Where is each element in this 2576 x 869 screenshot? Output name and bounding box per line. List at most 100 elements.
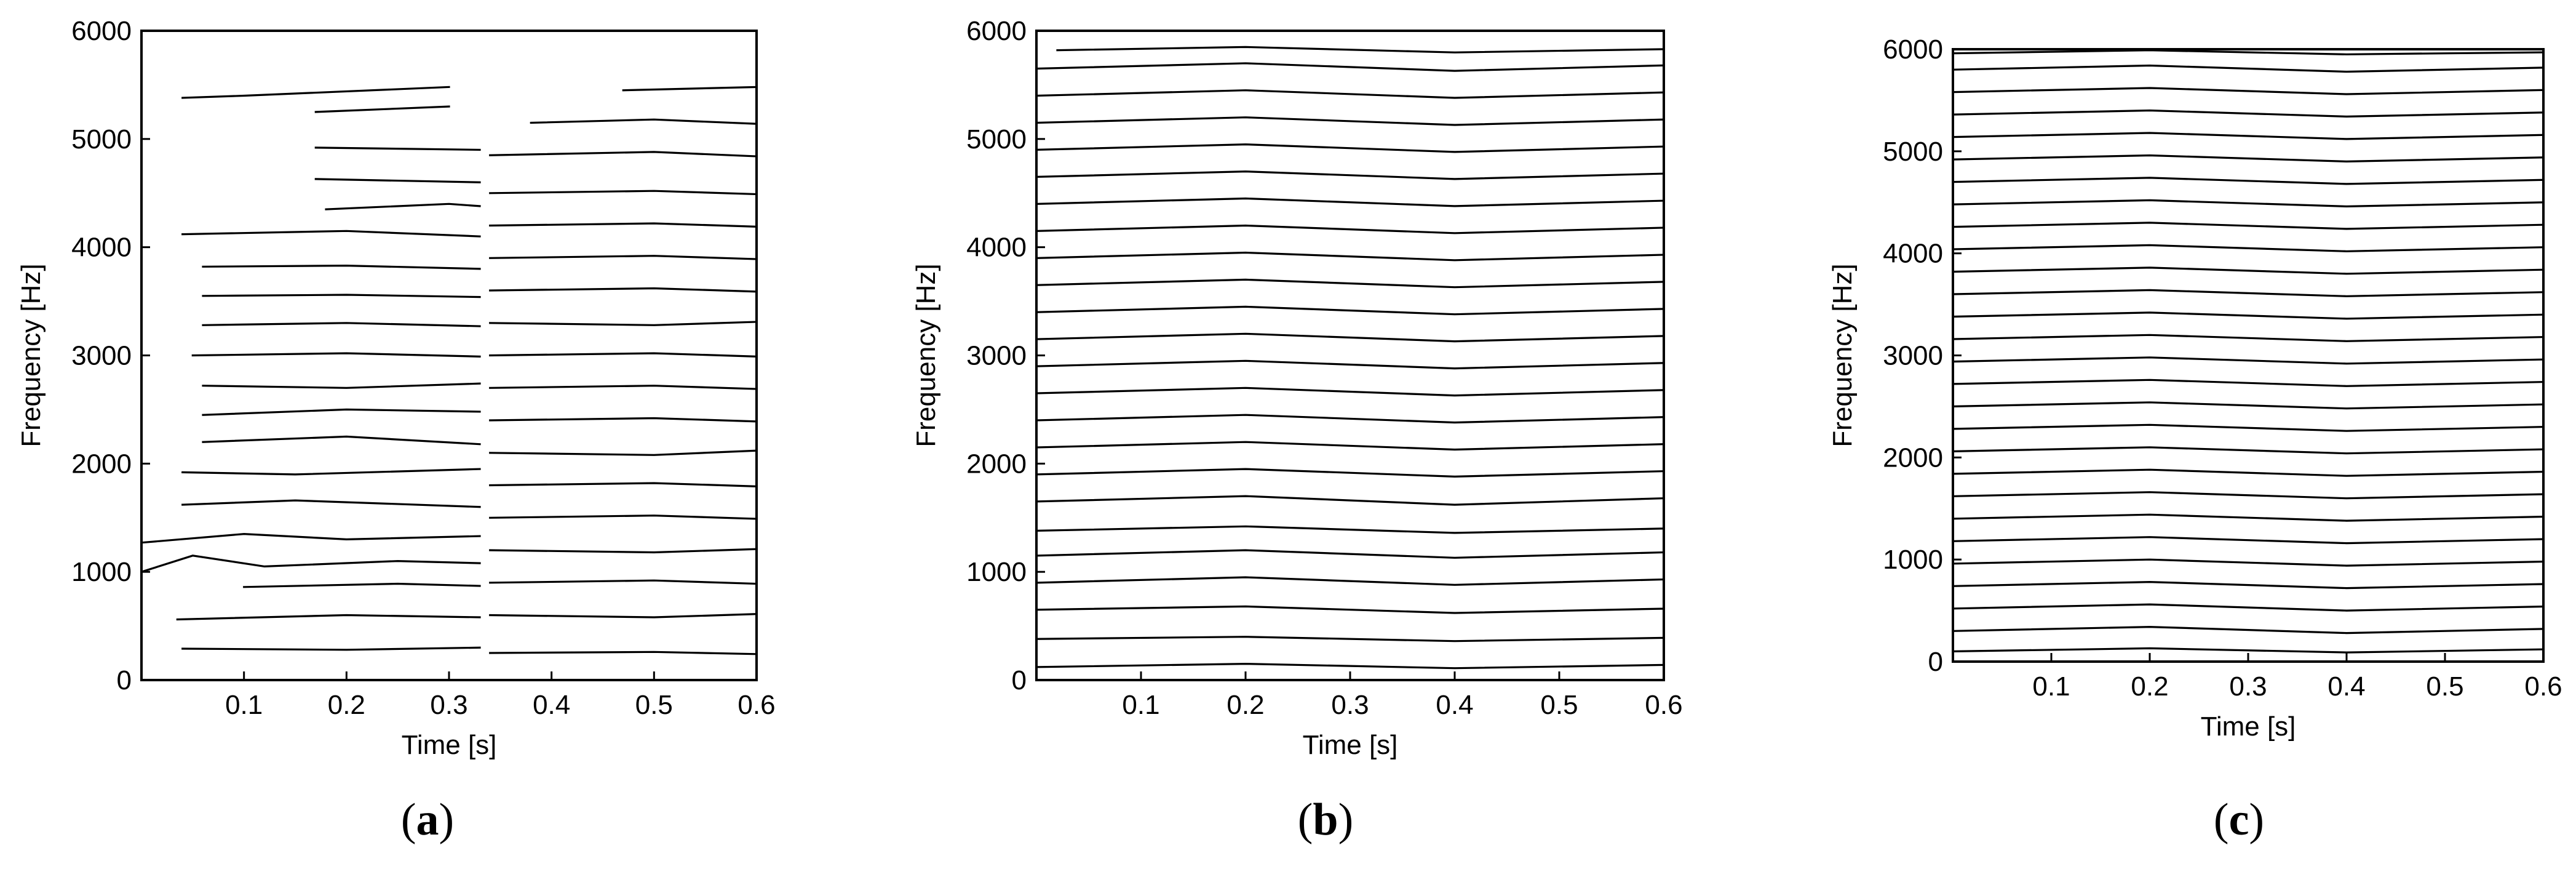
frequency-track-18 xyxy=(1035,170,1665,180)
frequency-track-27 xyxy=(1952,49,2545,55)
frequency-track-20 xyxy=(1952,199,2545,208)
x-tick-label: 0.6 xyxy=(2524,671,2562,702)
y-tick-label: 2000 xyxy=(1883,443,1943,473)
y-tick-label: 3000 xyxy=(71,341,132,371)
frequency-track-0 xyxy=(1952,647,2545,654)
y-tick-label: 6000 xyxy=(966,16,1027,46)
frequency-track-20 xyxy=(1035,116,1665,126)
frequency-track-10 xyxy=(1035,386,1665,397)
x-axis-label: Time [s] xyxy=(1303,730,1398,760)
frequency-track-2 xyxy=(243,582,481,588)
frequency-track-18 xyxy=(1952,244,2545,252)
y-tick-label: 3000 xyxy=(966,341,1027,371)
frequency-track-35 xyxy=(489,151,758,158)
y-tick-label: 5000 xyxy=(966,124,1027,154)
y-tick-label: 5000 xyxy=(71,124,132,154)
frequency-track-37 xyxy=(622,86,758,92)
y-axis-label: Frequency [Hz] xyxy=(911,263,941,447)
frequency-track-1 xyxy=(1952,625,2545,635)
frequency-track-36 xyxy=(530,118,758,125)
frequency-track-9 xyxy=(1952,446,2545,455)
frequency-track-5 xyxy=(1035,525,1665,534)
frequency-track-3 xyxy=(140,555,481,574)
frequency-track-21 xyxy=(489,613,758,619)
frequency-track-28 xyxy=(489,385,758,390)
frequency-track-17 xyxy=(1035,197,1665,207)
x-tick-label: 0.5 xyxy=(1540,690,1578,720)
frequency-track-33 xyxy=(489,222,758,228)
frequency-track-32 xyxy=(489,255,758,260)
frequency-track-15 xyxy=(1035,251,1665,262)
frequency-track-24 xyxy=(489,515,758,520)
frequency-track-11 xyxy=(1035,359,1665,370)
frequency-track-4 xyxy=(1035,549,1665,559)
x-tick-label: 0.3 xyxy=(2229,671,2267,702)
y-axis-label: Frequency [Hz] xyxy=(16,263,46,447)
frequency-track-8 xyxy=(1035,441,1665,451)
y-tick-label: 4000 xyxy=(966,233,1027,263)
y-tick-label: 6000 xyxy=(1883,34,1943,65)
frequency-track-26 xyxy=(489,449,758,456)
frequency-track-5 xyxy=(1952,536,2545,545)
frequency-track-22 xyxy=(1952,154,2545,163)
frequency-track-4 xyxy=(140,532,481,544)
y-tick-label: 6000 xyxy=(71,16,132,46)
y-tick-label: 0 xyxy=(1012,665,1027,695)
spectrogram-panel-b: 0.1 0.2 0.3 0.4 0.5 0.6 0 1000 2000 3000 4000 5000 6… xyxy=(911,16,1683,760)
frequency-track-29 xyxy=(489,352,758,358)
x-tick-label: 0.4 xyxy=(533,690,570,720)
frequency-track-14 xyxy=(1952,334,2545,342)
frequency-track-31 xyxy=(489,287,758,293)
frequency-track-8 xyxy=(202,408,481,416)
y-tick-label: 2000 xyxy=(966,449,1027,479)
frequency-track-6 xyxy=(181,468,481,476)
frequency-track-16 xyxy=(1035,224,1665,234)
x-tick-label: 0.4 xyxy=(1436,690,1473,720)
y-tick-label: 1000 xyxy=(1883,545,1943,575)
x-tick-label: 0.2 xyxy=(2131,671,2168,702)
frequency-track-10 xyxy=(191,352,481,358)
x-tick-label: 0.4 xyxy=(2328,671,2365,702)
frequency-track-23 xyxy=(1056,46,1665,54)
frequency-track-13 xyxy=(202,264,481,270)
frequency-track-9 xyxy=(1035,414,1665,424)
panel-label-b: (b) xyxy=(1297,795,1354,845)
frequency-track-12 xyxy=(202,294,481,298)
frequency-track-19 xyxy=(181,86,450,99)
frequency-track-16 xyxy=(1952,289,2545,297)
frequency-track-13 xyxy=(1952,356,2545,365)
frequency-track-0 xyxy=(181,646,481,651)
frequency-track-9 xyxy=(202,382,481,389)
frequency-track-25 xyxy=(489,482,758,487)
spectrogram-panel-c: 0.1 0.2 0.3 0.4 0.5 0.6 0 1000 2000 3000 4000 5000 6… xyxy=(1827,34,2562,742)
frequency-track-2 xyxy=(1952,603,2545,612)
frequency-track-24 xyxy=(1952,109,2545,118)
x-tick-label: 0.1 xyxy=(1122,690,1159,720)
x-tick-label: 0.5 xyxy=(2426,671,2463,702)
y-tick-label: 4000 xyxy=(71,233,132,263)
spectrogram-panel-a: 0.1 0.2 0.3 0.4 0.5 0.6 0 1000 2000 3000 4000 5000 6… xyxy=(16,16,776,760)
frequency-track-1 xyxy=(1035,636,1665,643)
x-tick-label: 0.6 xyxy=(737,690,775,720)
frequency-track-15 xyxy=(1952,311,2545,320)
x-tick-label: 0.6 xyxy=(1645,690,1682,720)
x-tick-label: 0.2 xyxy=(328,690,365,720)
frequency-track-27 xyxy=(489,417,758,423)
frequency-track-21 xyxy=(1952,177,2545,185)
frequency-track-2 xyxy=(1035,605,1665,614)
frequency-track-1 xyxy=(176,614,481,621)
y-tick-label: 2000 xyxy=(71,449,132,479)
frequency-track-19 xyxy=(1952,222,2545,230)
frequency-track-26 xyxy=(1952,64,2545,73)
frequency-track-7 xyxy=(1035,468,1665,478)
x-axis-label: Time [s] xyxy=(402,730,497,760)
frequency-track-6 xyxy=(1035,495,1665,506)
x-tick-label: 0.1 xyxy=(225,690,263,720)
frequency-track-14 xyxy=(1035,278,1665,289)
plot-area xyxy=(1952,48,2545,663)
frequency-track-12 xyxy=(1952,378,2545,387)
frequency-track-23 xyxy=(1952,132,2545,140)
x-tick-label: 0.2 xyxy=(1226,690,1264,720)
frequency-track-14 xyxy=(181,230,481,238)
y-tick-label: 1000 xyxy=(71,557,132,587)
